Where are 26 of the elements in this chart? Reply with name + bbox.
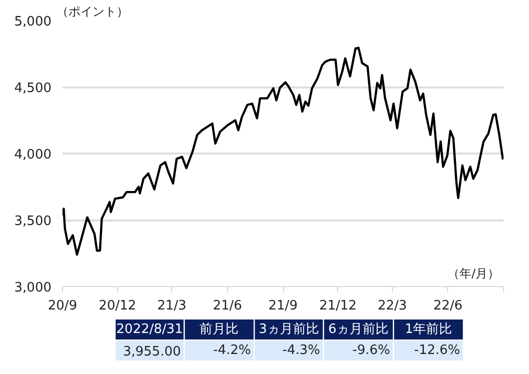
y-tick-label: 4,500 (14, 81, 52, 96)
x-tick-label: 21/12 (319, 298, 357, 314)
y-tick-label: 3,000 (14, 280, 52, 296)
x-tick-label: 21/3 (157, 298, 186, 314)
text: 1年前比 (404, 322, 452, 337)
x-tick-label: 21/9 (268, 298, 298, 314)
text: -4.3% (282, 343, 320, 358)
text: 3ヵ月前比 (258, 322, 319, 337)
line-series (62, 46, 504, 256)
x-tick-label: 22/3 (378, 298, 407, 314)
y-axis-title: （ポイント） (56, 4, 128, 18)
y-tick-label: 5,000 (14, 14, 52, 30)
x-axis-title: （年/月） (447, 266, 500, 280)
text: 3,955.00 (122, 344, 181, 360)
y-tick-label: 3,500 (14, 214, 52, 229)
x-tick-label: 21/6 (212, 298, 242, 314)
text: -9.6% (352, 343, 390, 358)
x-tick-label: 20/12 (98, 298, 136, 314)
text: 前月比 (200, 322, 239, 337)
y-tick-label: 4,000 (14, 148, 52, 162)
x-tick-label: 20/9 (48, 298, 78, 314)
text: 2022/8/31 (116, 322, 183, 337)
x-tick-label: 22/6 (433, 298, 463, 314)
text: -12.6% (414, 343, 460, 358)
text: -4.2% (213, 343, 251, 358)
text: 6ヵ月前比 (328, 322, 389, 337)
